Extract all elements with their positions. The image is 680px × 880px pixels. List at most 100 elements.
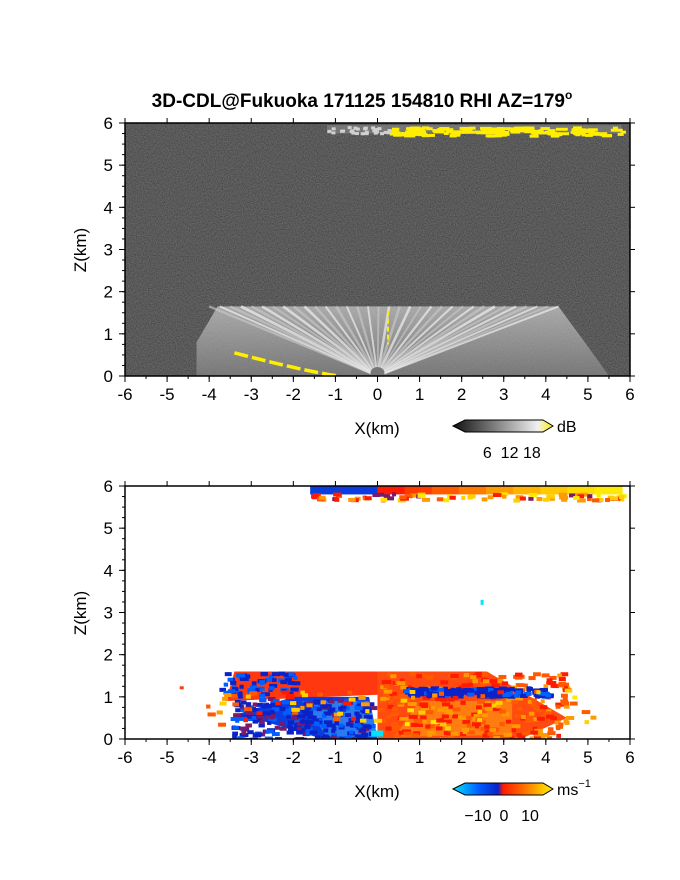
velocity-cell — [287, 724, 293, 729]
velocity-cell — [324, 711, 331, 716]
velocity-cell — [418, 710, 426, 715]
cloud-layer-cell — [416, 130, 423, 134]
velocity-cell — [535, 707, 543, 712]
velocity-cell — [436, 688, 444, 693]
velocity-cell — [236, 736, 245, 739]
velocity-cell — [261, 692, 270, 697]
velocity-cell — [560, 672, 569, 677]
velocity-cell — [259, 680, 266, 685]
velocity-cell — [274, 725, 280, 730]
velocity-cell — [559, 495, 569, 500]
velocity-cell — [251, 715, 256, 720]
velocity-ytick-label: 0 — [104, 730, 113, 749]
velocity-panel: -6 -5 -4 -3 -2 -1 0 1 2 3 4 5 6 0 1 2 3 4 5 6 X(km) Z(km) m… — [71, 477, 635, 825]
velocity-xtick-label: 6 — [625, 748, 634, 767]
velocity-colorbar-unit-exp: −1 — [578, 778, 591, 790]
cloud-layer-cell — [404, 134, 416, 138]
reflectivity-xlabel: X(km) — [354, 419, 399, 438]
velocity-cell — [407, 702, 417, 707]
velocity-cell — [536, 690, 541, 695]
velocity-cell — [477, 690, 483, 695]
velocity-cell — [482, 693, 491, 698]
velocity-cell — [235, 708, 241, 713]
velocity-near-origin — [371, 730, 384, 737]
velocity-cell — [349, 723, 354, 728]
velocity-cell — [445, 731, 454, 736]
velocity-cell — [426, 675, 434, 680]
velocity-cell — [297, 714, 306, 719]
cloud-layer-cell — [489, 129, 502, 133]
velocity-cell — [252, 707, 259, 712]
velocity-cell — [564, 688, 573, 693]
velocity-cell — [354, 711, 360, 716]
velocity-cell — [418, 719, 427, 724]
velocity-cell — [403, 689, 412, 694]
velocity-cell — [411, 733, 420, 738]
velocity-cell — [436, 497, 444, 502]
velocity-cell — [425, 724, 431, 729]
velocity-cell — [306, 727, 313, 732]
velocity-cell — [366, 702, 375, 707]
velocity-cell — [432, 693, 438, 698]
cloud-layer-cell — [467, 130, 476, 134]
velocity-cell — [292, 681, 301, 686]
velocity-cell — [358, 695, 366, 700]
velocity-cell — [417, 692, 424, 697]
velocity-cell — [456, 687, 461, 692]
velocity-cell — [501, 681, 509, 686]
cloud-layer-positive — [485, 486, 515, 495]
velocity-cell — [396, 700, 404, 705]
reflectivity-ytick-label: 3 — [104, 241, 113, 260]
cloud-layer-cell — [380, 132, 385, 136]
velocity-xtick-label: 3 — [499, 748, 508, 767]
velocity-cell — [308, 720, 314, 725]
velocity-cell — [245, 711, 253, 716]
scan-beam — [376, 306, 380, 376]
velocity-cell — [317, 692, 323, 697]
cloud-layer-cell — [459, 126, 472, 130]
velocity-cell — [515, 675, 523, 680]
velocity-cell — [519, 693, 528, 698]
velocity-cell — [420, 691, 428, 696]
cloud-layer-cell — [349, 130, 354, 134]
velocity-cell — [546, 494, 555, 499]
cloud-layer-cell — [581, 133, 586, 137]
velocity-cell — [305, 706, 315, 711]
cloud-layer-cell — [364, 132, 369, 136]
velocity-cell — [287, 720, 295, 725]
velocity-cell — [546, 736, 553, 739]
radar-origin — [370, 367, 385, 376]
cloud-layer-positive — [513, 486, 542, 495]
cloud-layer-cell — [461, 130, 470, 134]
velocity-cell — [518, 736, 526, 739]
velocity-cell — [287, 727, 297, 732]
velocity-cell — [348, 497, 356, 502]
velocity-cell — [526, 687, 532, 692]
velocity-cell — [421, 704, 428, 709]
velocity-cell — [245, 723, 252, 728]
cloud-layer-cell — [469, 126, 476, 130]
velocity-cell — [489, 690, 497, 695]
velocity-cell — [545, 693, 552, 698]
velocity-cell — [493, 679, 502, 684]
velocity-xtick-label: 1 — [415, 748, 424, 767]
cloud-layer-cell — [555, 132, 562, 136]
velocity-cell — [291, 707, 300, 712]
velocity-cell — [307, 715, 315, 720]
reflectivity-colorbar-unit: dB — [557, 419, 577, 436]
cloud-layer-cell — [353, 126, 358, 130]
velocity-cell — [390, 674, 397, 679]
velocity-cell — [477, 718, 483, 723]
velocity-cell — [218, 722, 227, 727]
figure-title: 3D-CDL@Fukuoka 171125 154810 RHI AZ=179o — [152, 88, 573, 112]
velocity-cell — [561, 701, 570, 706]
velocity-cell — [534, 732, 544, 737]
velocity-cell — [306, 703, 313, 708]
velocity-cell — [266, 729, 274, 734]
cloud-layer-cell — [387, 129, 392, 133]
velocity-cell — [544, 711, 552, 716]
velocity-cell — [569, 701, 578, 706]
velocity-colorbar-tick: 0 — [500, 808, 509, 825]
velocity-cell — [293, 675, 298, 680]
velocity-cell — [399, 495, 407, 500]
